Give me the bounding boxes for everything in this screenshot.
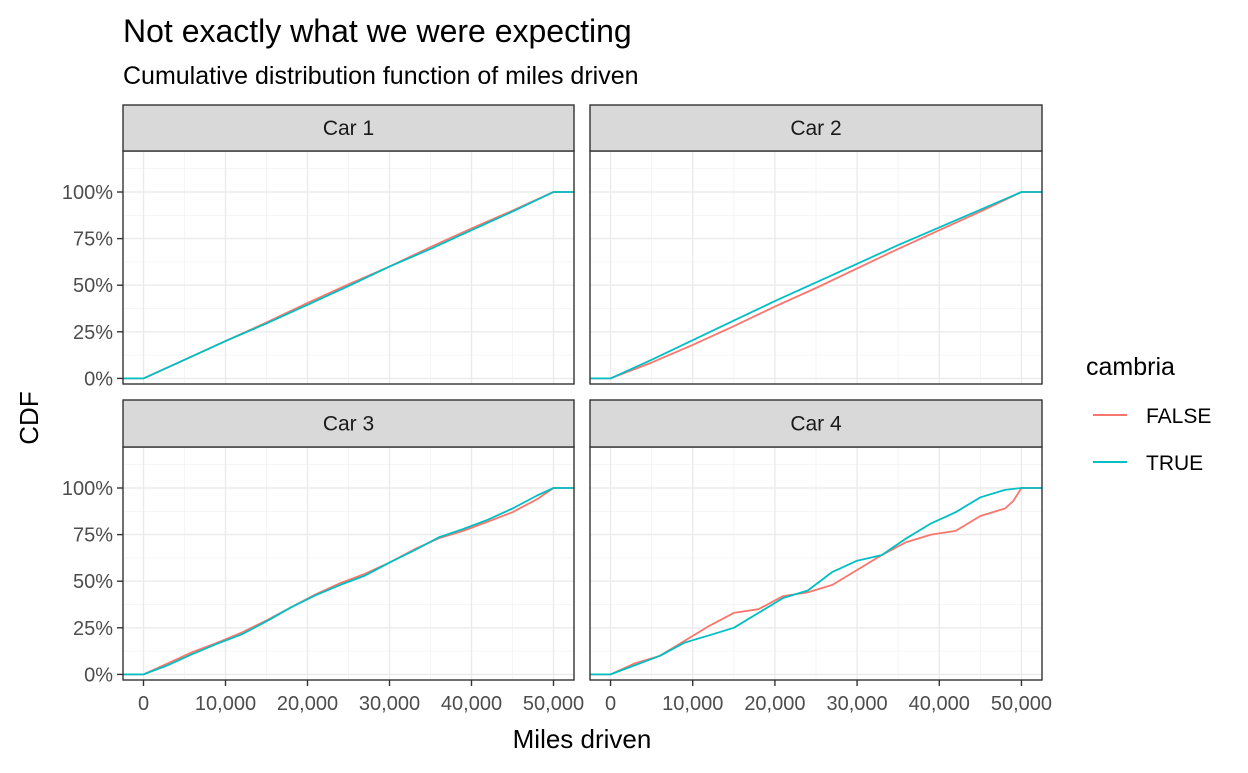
legend-label-true: TRUE — [1146, 452, 1203, 475]
x-tick-label: 40,000 — [909, 693, 970, 715]
series-line-true — [123, 191, 574, 380]
x-tick-label: 0 — [605, 693, 616, 715]
facet-strip-label: Car 3 — [323, 413, 374, 436]
facet-strip-label: Car 2 — [790, 117, 841, 140]
facet-strip — [122, 399, 575, 448]
y-tick-label: 50% — [73, 571, 113, 593]
facet-strip-label: Car 4 — [790, 413, 842, 436]
series-line-false — [123, 487, 574, 676]
legend-title: cambria — [1086, 353, 1175, 381]
facet-strip-label: Car 1 — [323, 117, 374, 140]
x-tick-label: 20,000 — [277, 693, 338, 715]
panel-car-3: Car 3 0% 25% 50% 75% 100% 0 10,000 20,000 30,000 4… — [62, 399, 584, 715]
y-tick-label: 0% — [84, 664, 113, 686]
x-tick-label: 40,000 — [441, 693, 502, 715]
x-tick-label: 30,000 — [827, 693, 888, 715]
y-tick-label: 25% — [73, 618, 113, 640]
facet-strip — [589, 104, 1043, 152]
y-tick-label: 75% — [73, 525, 113, 547]
x-tick-label: 10,000 — [662, 693, 723, 715]
y-tick-label: 50% — [73, 275, 113, 297]
y-tick-label: 100% — [62, 478, 113, 500]
series-line-true — [123, 487, 574, 676]
x-tick-label: 10,000 — [195, 693, 256, 715]
legend: cambria FALSE TRUE — [1086, 353, 1211, 475]
x-tick-label: 20,000 — [744, 693, 805, 715]
x-axis-title: Miles driven — [513, 724, 652, 754]
y-tick-label: 0% — [84, 368, 113, 390]
y-tick-label: 25% — [73, 322, 113, 344]
series-line-true — [590, 487, 1042, 676]
y-axis-title: CDF — [14, 391, 44, 444]
panels-layer: Car 1 0% 25% 50% 75% 100% Car 2 Car 3 0% 25% 50% 75… — [62, 104, 1052, 715]
x-tick-label: 0 — [138, 693, 149, 715]
x-tick-label: 50,000 — [523, 693, 584, 715]
facet-strip — [122, 104, 575, 152]
x-tick-label: 30,000 — [359, 693, 420, 715]
panel-car-4: Car 4 0 10,000 20,000 30,000 40,000 50,000 — [589, 399, 1052, 715]
chart-subtitle: Cumulative distribution function of mile… — [123, 62, 639, 90]
series-line-true — [590, 191, 1042, 380]
panel-car-2: Car 2 — [589, 104, 1043, 385]
chart-title: Not exactly what we were expecting — [123, 13, 632, 49]
panel-car-1: Car 1 0% 25% 50% 75% 100% — [62, 104, 575, 390]
x-tick-label: 50,000 — [991, 693, 1052, 715]
y-tick-label: 100% — [62, 182, 113, 204]
legend-label-false: FALSE — [1146, 405, 1211, 428]
series-line-false — [590, 191, 1042, 380]
facet-strip — [589, 399, 1043, 448]
y-tick-label: 75% — [73, 229, 113, 251]
